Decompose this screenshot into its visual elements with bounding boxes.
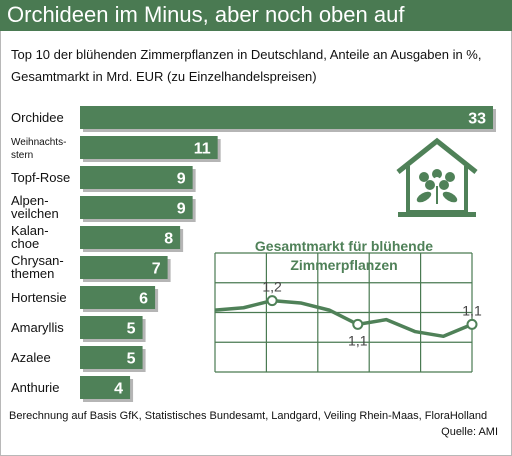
bar-value-label: 11: [194, 141, 211, 158]
category-label: Kalan-: [11, 223, 49, 238]
bar: [80, 226, 181, 249]
line-chart: 1,2 1,1 1,1 Gesamtmarkt für blühende Zimmerp…: [214, 238, 482, 373]
bar-value-label: 9: [177, 171, 186, 188]
point-label: 1,1: [462, 302, 482, 318]
point-label: 1,1: [348, 332, 368, 348]
line-marker: [352, 318, 364, 330]
chart-source: Quelle: AMI: [441, 426, 498, 438]
bar-value-label: 33: [468, 111, 486, 128]
bar-chart: 33 Orchidee 11 Weihnachts-stern 9 Topf-Rose 9 A…: [11, 106, 496, 402]
category-label: Azalee: [11, 350, 51, 365]
title-bar: Orchideen im Minus, aber noch oben auf: [0, 0, 512, 31]
category-label: Anthurie: [11, 380, 59, 395]
category-label: Alpen-: [11, 193, 49, 208]
page-title: Orchideen im Minus, aber noch oben auf: [7, 2, 405, 27]
bar-value-label: 7: [152, 261, 161, 278]
bar: [80, 286, 156, 309]
line-chart-title: Gesamtmarkt für blühende Zimmerpflanzen: [255, 238, 433, 273]
bar: [80, 376, 131, 399]
category-label: stern: [11, 150, 33, 161]
bar-value-label: 5: [127, 321, 136, 338]
line-marker: [266, 295, 278, 307]
category-label: Orchidee: [11, 110, 64, 125]
bar-value-label: 9: [177, 201, 186, 218]
category-label: Amaryllis: [11, 320, 64, 335]
bar: [80, 196, 193, 219]
bar-value-label: 8: [164, 231, 173, 248]
bar: [80, 166, 193, 189]
category-label: veilchen: [11, 206, 59, 221]
category-label: Chrysan-: [11, 253, 64, 268]
point-label: 1,2: [262, 279, 282, 295]
category-label: themen: [11, 266, 54, 281]
category-label: choe: [11, 236, 39, 251]
bar-value-label: 6: [139, 291, 148, 308]
line-series: [214, 298, 473, 339]
bar-value-label: 4: [114, 381, 123, 398]
chart-subtitle: Top 10 der blühenden Zimmerpflanzen in D…: [11, 47, 482, 84]
category-label: Hortensie: [11, 290, 67, 305]
greenhouse-flower-icon: [396, 137, 478, 217]
bar: [80, 136, 218, 159]
category-label: Topf-Rose: [11, 170, 70, 185]
category-label: Weihnachts-: [11, 137, 66, 148]
bar-value-label: 5: [127, 351, 136, 368]
bar: [80, 106, 493, 129]
line-marker: [466, 318, 478, 330]
bar: [80, 256, 168, 279]
chart-footnote: Berechnung auf Basis GfK, Statistisches …: [9, 410, 488, 422]
bar: [80, 346, 143, 369]
bar: [80, 316, 143, 339]
